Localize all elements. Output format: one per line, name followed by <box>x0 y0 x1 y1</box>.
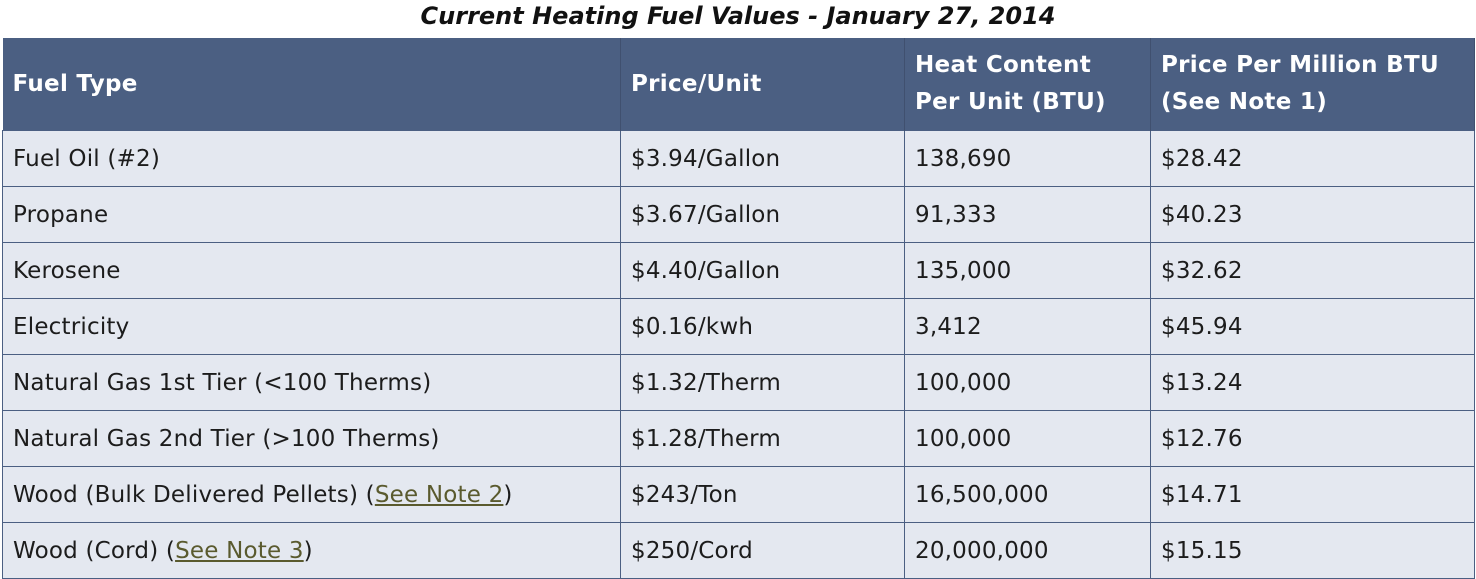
price-per-mbtu-cell: $13.24 <box>1150 354 1475 411</box>
fuel-type-suffix: ) <box>503 481 513 508</box>
heat-content-cell: 100,000 <box>904 354 1151 411</box>
fuel-type-cell: Natural Gas 1st Tier (<100 Therms) <box>2 354 621 411</box>
table-title: Current Heating Fuel Values - January 27… <box>420 2 1056 30</box>
column-header-fuel-type: Fuel Type <box>2 38 621 131</box>
table-row: Natural Gas 2nd Tier (>100 Therms) $1.28… <box>2 410 1475 467</box>
price-unit-cell: $1.32/Therm <box>620 354 905 411</box>
price-unit-cell: $250/Cord <box>620 522 905 579</box>
column-header-price-unit: Price/Unit <box>620 38 905 131</box>
fuel-type-cell: Wood (Bulk Delivered Pellets) (See Note … <box>2 466 621 523</box>
table-row: Fuel Oil (#2) $3.94/Gallon 138,690 $28.4… <box>2 130 1475 187</box>
heat-content-cell: 91,333 <box>904 186 1151 243</box>
heat-content-cell: 20,000,000 <box>904 522 1151 579</box>
column-header-heat-content: Heat Content Per Unit (BTU) <box>904 38 1151 131</box>
fuel-type-cell: Wood (Cord) (See Note 3) <box>2 522 621 579</box>
price-unit-cell: $3.67/Gallon <box>620 186 905 243</box>
price-per-mbtu-cell: $15.15 <box>1150 522 1475 579</box>
price-per-mbtu-cell: $14.71 <box>1150 466 1475 523</box>
price-unit-cell: $4.40/Gallon <box>620 242 905 299</box>
table-row: Propane $3.67/Gallon 91,333 $40.23 <box>2 186 1475 243</box>
fuel-type-cell: Electricity <box>2 298 621 355</box>
column-header-price-per-million-btu: Price Per Million BTU (See Note 1) <box>1150 38 1475 131</box>
price-per-mbtu-cell: $40.23 <box>1150 186 1475 243</box>
heat-content-cell: 138,690 <box>904 130 1151 187</box>
heat-content-cell: 16,500,000 <box>904 466 1151 523</box>
fuel-values-table: Fuel Type Price/Unit Heat Content Per Uni… <box>2 38 1475 579</box>
table-row: Natural Gas 1st Tier (<100 Therms) $1.32… <box>2 354 1475 411</box>
fuel-type-cell: Propane <box>2 186 621 243</box>
table-row: Electricity $0.16/kwh 3,412 $45.94 <box>2 298 1475 355</box>
heat-content-cell: 3,412 <box>904 298 1151 355</box>
header-row: Fuel Type Price/Unit Heat Content Per Uni… <box>2 38 1475 131</box>
table-row: Wood (Bulk Delivered Pellets) (See Note … <box>2 466 1475 523</box>
heat-content-cell: 100,000 <box>904 410 1151 467</box>
price-per-mbtu-cell: $12.76 <box>1150 410 1475 467</box>
price-unit-cell: $243/Ton <box>620 466 905 523</box>
fuel-type-text: Wood (Cord) ( <box>13 537 176 564</box>
table-row: Kerosene $4.40/Gallon 135,000 $32.62 <box>2 242 1475 299</box>
price-per-mbtu-cell: $28.42 <box>1150 130 1475 187</box>
fuel-type-suffix: ) <box>303 537 313 564</box>
fuel-type-cell: Natural Gas 2nd Tier (>100 Therms) <box>2 410 621 467</box>
see-note-2-link[interactable]: See Note 2 <box>374 481 504 508</box>
price-per-mbtu-cell: $45.94 <box>1150 298 1475 355</box>
heat-content-cell: 135,000 <box>904 242 1151 299</box>
fuel-type-cell: Kerosene <box>2 242 621 299</box>
fuel-type-text: Wood (Bulk Delivered Pellets) ( <box>13 481 375 508</box>
table-row: Wood (Cord) (See Note 3) $250/Cord 20,00… <box>2 522 1475 579</box>
see-note-3-link[interactable]: See Note 3 <box>175 537 304 564</box>
price-unit-cell: $1.28/Therm <box>620 410 905 467</box>
price-unit-cell: $0.16/kwh <box>620 298 905 355</box>
price-unit-cell: $3.94/Gallon <box>620 130 905 187</box>
fuel-type-cell: Fuel Oil (#2) <box>2 130 621 187</box>
price-per-mbtu-cell: $32.62 <box>1150 242 1475 299</box>
